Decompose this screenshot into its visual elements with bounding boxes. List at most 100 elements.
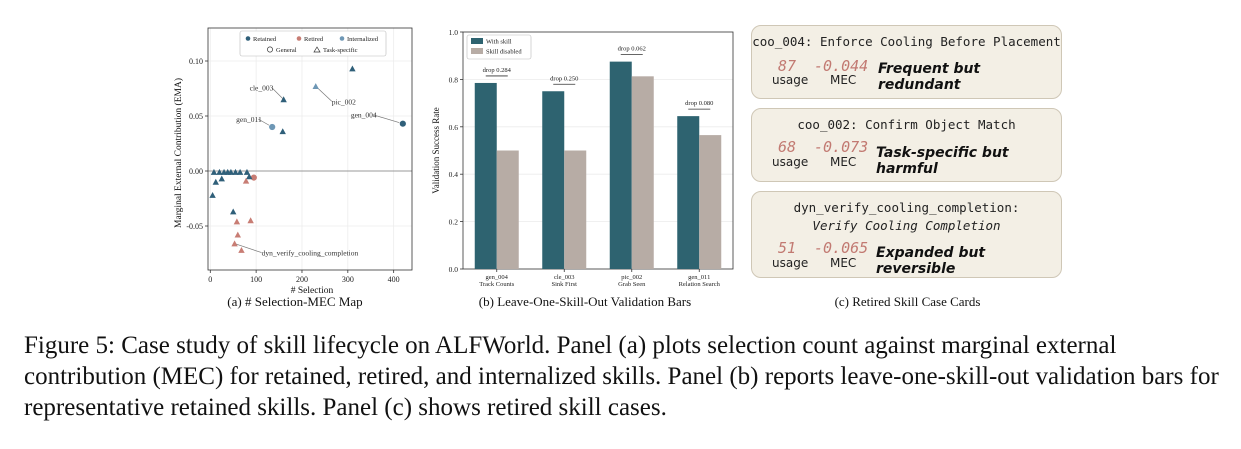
verdict-text: Task-specific but harmful [876,145,1009,177]
x-tick-label: 300 [342,275,354,284]
legend: With skill Skill disabled [466,34,532,60]
card-title: dyn_verify_cooling_completion: [793,200,1020,215]
data-point-task-specific [212,178,219,185]
mec-scatter-chart: 0 100 200 300 400 -0.05 0.00 0.05 0.10 # Selectio… [173,27,413,296]
usage-value: 68 [778,138,797,156]
bar-with-skill [474,82,497,269]
mec-value: -0.065 [814,239,869,257]
y-axis-label: Marginal External Contribution (EMA) [173,78,184,228]
legend-box [239,30,387,57]
x-tick-label: gen_011 [688,274,710,281]
x-tick-label: gen_004 [486,274,509,281]
bar-skill-disabled [631,76,654,269]
mec-label: MEC [830,155,857,169]
legend-swatch [471,38,483,44]
legend-label: Skill disabled [486,49,522,56]
y-tick-label: 0.05 [189,112,203,121]
y-axis-label: Validation Success Rate [431,107,441,193]
annotation-label: gen_011 [236,115,262,124]
x-tick-label: 200 [296,275,308,284]
data-point-task-specific [247,217,254,224]
data-point-general [399,119,407,128]
drop-label: drop 0.062 [618,46,646,53]
data-point-task-specific [349,65,356,72]
x-tick-label: Sink First [552,281,578,288]
legend: Retained Retired Internalized General Task-s… [239,30,387,57]
y-tick-label: 0.0 [449,265,459,274]
bar-with-skill [542,91,565,269]
drop-label: drop 0.250 [550,75,578,82]
case-card-1: coo_004: Enforce Cooling Before Placemen… [751,25,1062,99]
data-point-task-specific [218,175,225,182]
y-tick-label: 0.4 [449,170,459,179]
card-title: coo_004: Enforce Cooling Before Placemen… [752,34,1061,49]
mec-value: -0.044 [814,57,869,75]
legend-label: Retired [304,36,324,43]
annotation-label: dyn_verify_cooling_completion [262,249,359,258]
y-tick-label: 0.00 [189,167,203,176]
verdict-text: Expanded but reversible [876,245,986,277]
panel-b-caption: (b) Leave-One-Skill-Out Validation Bars [478,294,692,309]
annotation-label: cle_003 [250,84,274,93]
annotation-label: pic_002 [332,97,356,106]
mec-label: MEC [830,256,857,270]
legend-general-marker [267,46,273,53]
data-point-task-specific [230,208,237,215]
y-tick-label: 0.8 [449,75,459,84]
data-point-task-specific [234,231,241,238]
plot-frame [462,31,734,270]
data-point-task-specific [209,192,216,198]
legend-marker [296,36,302,41]
bar-with-skill [609,61,632,269]
bar-skill-disabled [564,150,587,269]
panel-c-caption: (c) Retired Skill Case Cards [834,294,981,309]
usage-value: 87 [778,57,797,75]
legend-label: General [276,47,297,54]
legend-task-marker [313,46,321,53]
bar-skill-disabled [699,135,722,269]
data-point-task-specific [210,168,218,175]
x-tick-label: pic_002 [621,274,642,281]
data-point-task-specific [231,240,238,247]
x-axis-label: # Selection [291,286,334,296]
data-point-task-specific [280,96,287,103]
annotation-label: gen_004 [351,111,377,120]
x-tick-label: cle_003 [554,274,575,281]
x-tick-label: 100 [250,275,262,284]
plot-frame [207,27,413,271]
card-title: coo_002: Confirm Object Match [797,117,1016,132]
x-tick-label: Track Counts [479,281,514,288]
bar-with-skill [677,116,700,269]
case-card-2: coo_002: Confirm Object Match 68 usage -… [751,108,1062,182]
drop-label: drop 0.284 [483,67,512,74]
annotation-leader [234,243,262,253]
case-card-3: dyn_verify_cooling_completion: Verify Co… [751,191,1062,278]
bar-skill-disabled [496,150,519,269]
data-point-task-specific [233,218,241,225]
y-tick-label: 1.0 [449,28,459,37]
data-point-task-specific [227,168,235,175]
data-point-task-specific [246,173,253,180]
data-point-task-specific [312,83,319,90]
y-tick-label: 0.6 [449,123,459,132]
x-tick-label: Relation Search [679,281,721,288]
x-tick-label: 0 [208,275,212,284]
data-point-task-specific [243,168,251,175]
data-point-task-specific [232,168,239,175]
usage-value: 51 [778,239,797,257]
validation-bar-chart: 0.0 0.2 0.4 0.6 0.8 1.0 Validation Success Rat… [431,28,734,288]
legend-label: Internalized [347,36,379,43]
data-point-task-specific [236,168,244,175]
drop-label: drop 0.080 [685,100,713,107]
data-point-task-specific [216,168,223,175]
panel-a-caption: (a) # Selection-MEC Map [227,294,363,309]
verdict-text: Frequent but redundant [878,61,981,93]
annotation-leader [372,114,403,125]
y-tick-label: 0.10 [189,57,203,66]
legend-label: Retained [253,36,277,43]
x-tick-label: 400 [388,275,400,284]
usage-label: usage [772,256,809,270]
usage-label: usage [772,155,809,169]
x-tick-label: Grab Seen [618,281,646,288]
data-point-task-specific [242,177,250,184]
